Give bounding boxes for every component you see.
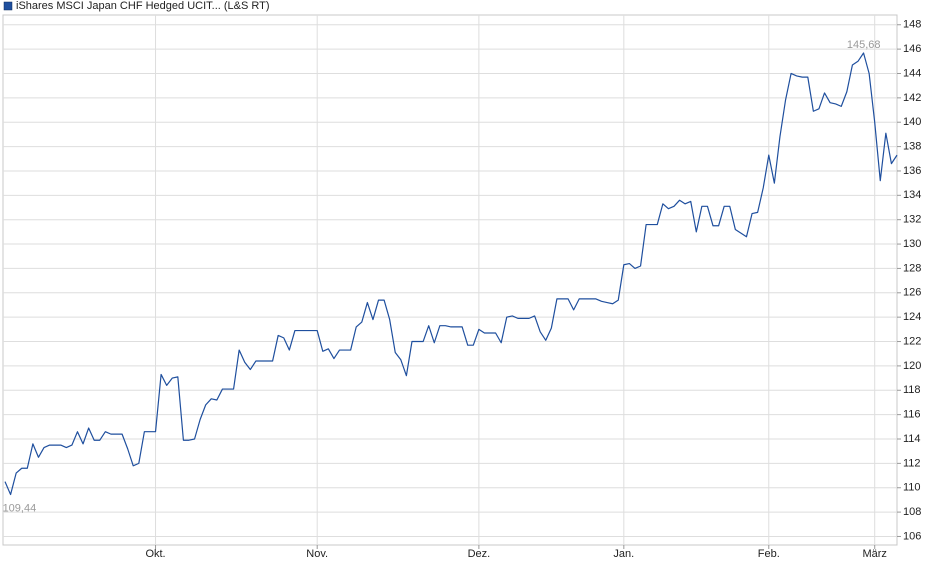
y-tick-label: 144 <box>903 67 921 79</box>
y-tick-label: 110 <box>903 482 921 494</box>
y-tick-label: 140 <box>903 116 921 128</box>
x-tick-label: März <box>862 548 886 560</box>
y-tick-label: 132 <box>903 214 921 226</box>
value-label: 109,44 <box>3 502 37 514</box>
legend-swatch <box>3 1 13 11</box>
plot-area <box>2 14 898 546</box>
y-tick-label: 122 <box>903 335 921 347</box>
x-tick-label: Okt. <box>145 548 165 560</box>
x-tick-label: Jan. <box>613 548 634 560</box>
value-label: 145,68 <box>847 39 881 51</box>
y-tick-label: 114 <box>903 433 921 445</box>
y-tick-label: 136 <box>903 165 921 177</box>
y-tick-label: 106 <box>903 530 921 542</box>
y-tick-label: 146 <box>903 43 921 55</box>
y-tick-label: 116 <box>903 409 921 421</box>
x-tick-label: Dez. <box>468 548 491 560</box>
y-tick-label: 124 <box>903 311 921 323</box>
y-tick-label: 130 <box>903 238 921 250</box>
y-tick-label: 118 <box>903 384 921 396</box>
data-line <box>4 52 898 496</box>
legend-label: iShares MSCI Japan CHF Hedged UCIT... (L… <box>16 0 270 12</box>
y-tick-label: 148 <box>903 19 921 31</box>
y-tick-label: 126 <box>903 287 921 299</box>
y-tick-label: 128 <box>903 262 921 274</box>
y-tick-label: 120 <box>903 360 921 372</box>
x-tick-label: Nov. <box>306 548 328 560</box>
y-tick-label: 134 <box>903 189 921 201</box>
y-tick-label: 138 <box>903 140 921 152</box>
x-tick-label: Feb. <box>758 548 780 560</box>
y-tick-label: 112 <box>903 457 921 469</box>
y-tick-label: 108 <box>903 506 921 518</box>
y-tick-label: 142 <box>903 92 921 104</box>
